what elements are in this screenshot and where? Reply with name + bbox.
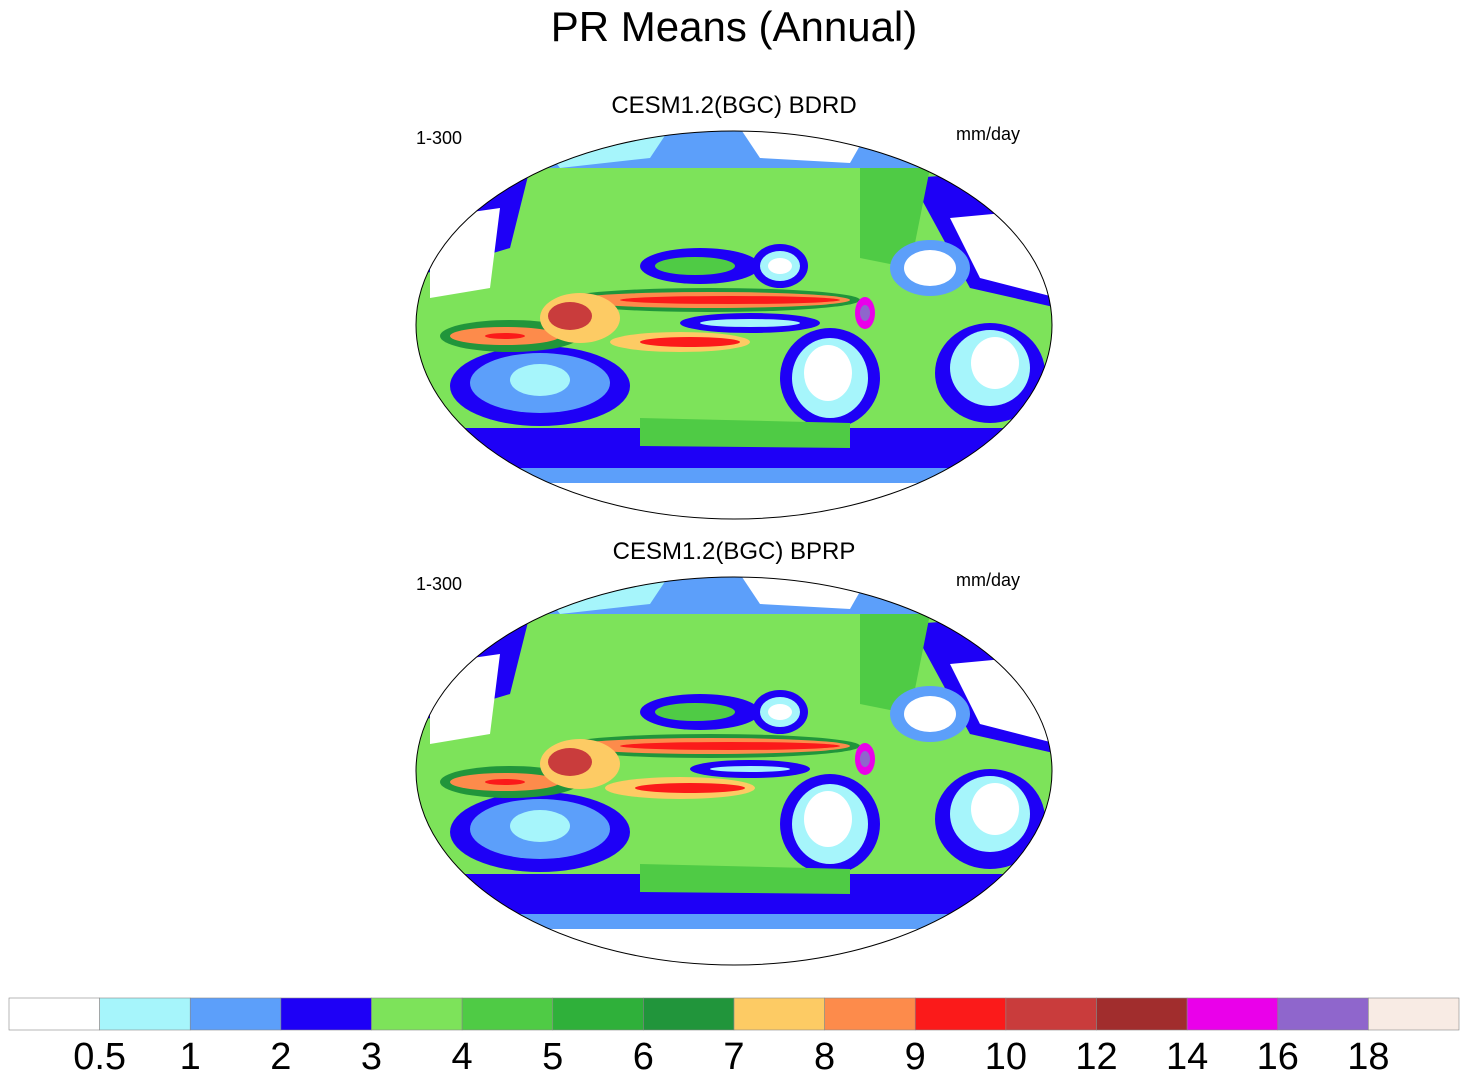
colorbar-swatch [824, 997, 916, 1031]
map-panel-1: CESM1.2(BGC) BDRD 1-300 mm/day [0, 92, 1468, 538]
panel-units-label: mm/day [956, 124, 1021, 144]
colorbar-tick-label: 7 [723, 1036, 745, 1078]
colorbar-swatch [8, 997, 100, 1031]
colorbar-swatch [99, 997, 191, 1031]
colorbar-tick-label: 9 [904, 1036, 926, 1078]
panel-title: CESM1.2(BGC) BPRP [612, 538, 856, 565]
colorbar-swatch [552, 997, 644, 1031]
colorbar-tick-label: 14 [1165, 1036, 1209, 1078]
colorbar-swatch [1096, 997, 1188, 1031]
colorbar-swatch [1368, 997, 1460, 1031]
colorbar [8, 997, 1460, 1031]
panel-period-label: 1-300 [416, 128, 463, 148]
figure-title: PR Means (Annual) [550, 3, 918, 50]
panel-period-label: 1-300 [416, 574, 463, 594]
colorbar-swatch [371, 997, 463, 1031]
colorbar-swatch [461, 997, 554, 1031]
colorbar-tick-label: 0.5 [73, 1036, 127, 1078]
colorbar-tick-label: 3 [360, 1036, 383, 1078]
colorbar-tick-label: 6 [632, 1036, 654, 1078]
precipitation-map [415, 130, 1053, 520]
colorbar-tick-label: 1 [179, 1036, 201, 1078]
colorbar-swatch [280, 997, 372, 1031]
colorbar-tick-label: 10 [984, 1036, 1028, 1078]
colorbar-tick-label: 4 [451, 1036, 473, 1078]
map-panel-2: CESM1.2(BGC) BPRP 1-300 mm/day [0, 538, 1468, 984]
precipitation-map [415, 576, 1053, 966]
colorbar-swatch [643, 997, 735, 1031]
colorbar-swatch [1277, 997, 1369, 1031]
colorbar-tick-label: 16 [1256, 1036, 1299, 1078]
panel-units-label: mm/day [956, 570, 1021, 590]
panel-title: CESM1.2(BGC) BDRD [611, 92, 857, 119]
colorbar-tick-label: 8 [814, 1036, 836, 1078]
colorbar-swatch [733, 997, 825, 1031]
colorbar-swatch [1186, 997, 1279, 1031]
colorbar-swatch [914, 997, 1007, 1031]
colorbar-swatch [1005, 997, 1097, 1031]
colorbar-tick-label: 12 [1075, 1036, 1118, 1078]
colorbar-tick-label: 5 [542, 1036, 564, 1078]
colorbar-tick-label: 18 [1347, 1036, 1390, 1078]
colorbar-tick-label: 2 [270, 1036, 292, 1078]
colorbar-swatch [189, 997, 282, 1031]
